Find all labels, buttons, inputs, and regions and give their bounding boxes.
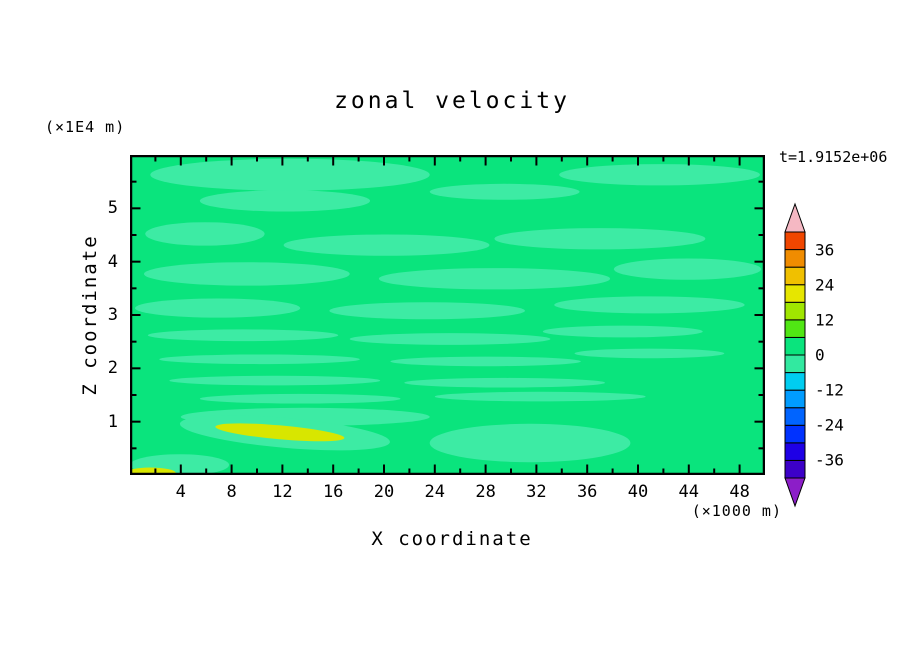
colorbar-tick-label: -12: [815, 380, 844, 400]
colorbar-segment: [784, 231, 806, 251]
contour-band-light: [150, 158, 430, 191]
contour-band-light: [147, 329, 339, 342]
x-tick-label: 44: [678, 482, 700, 502]
x-tick-label: 32: [526, 482, 547, 502]
x-tick-label: 40: [627, 482, 649, 502]
colorbar-segment: [784, 301, 806, 321]
colorbar-segment: [784, 424, 806, 444]
x-tick-label: 48: [729, 482, 750, 502]
contour-band-light: [329, 302, 525, 320]
contour-plot-area: [130, 155, 765, 475]
colorbar-segment: [784, 389, 806, 409]
x-tick-label: 36: [576, 482, 598, 502]
page-title: zonal velocity: [334, 88, 570, 114]
contour-band-light: [404, 377, 605, 388]
contour-band-yellow: [215, 423, 345, 442]
contour-band-light: [378, 268, 611, 290]
colorbar-tick-label: -24: [815, 415, 844, 435]
contour-band-light: [574, 348, 725, 359]
contour-band-light: [542, 325, 703, 338]
plot-border: [130, 155, 765, 475]
colorbar-segment: [784, 336, 806, 356]
contour-band-light: [390, 356, 581, 367]
y-tick-label: 1: [107, 411, 118, 432]
colorbar-segment: [784, 319, 806, 338]
y-axis-units-label: (×1E4 m): [45, 118, 126, 136]
colorbar-segment: [784, 372, 806, 391]
contour-band-light: [494, 228, 706, 250]
x-tick-label: 12: [272, 482, 293, 502]
colorbar-tick-label: -36: [815, 450, 844, 470]
contour-band-light: [429, 183, 580, 200]
contour-band-light: [135, 298, 301, 318]
x-tick-label: 4: [175, 482, 186, 502]
colorbar-tick-label: 36: [815, 240, 835, 260]
contour-band-light: [143, 262, 350, 286]
colorbar-segment: [784, 407, 806, 426]
colorbar-segment: [784, 284, 806, 303]
contour-band-light: [434, 391, 646, 402]
time-annotation: t=1.9152e+06: [779, 148, 888, 166]
contour-band-light: [349, 333, 551, 345]
colorbar-tick-label: 12: [815, 310, 835, 330]
x-tick-label: 8: [226, 482, 237, 502]
x-axis-units-label: (×1000 m): [691, 502, 782, 520]
y-tick-label: 3: [107, 305, 118, 325]
colorbar-above-range-arrow: [784, 202, 806, 233]
contour-band-light: [145, 222, 265, 246]
colorbar: [784, 202, 806, 508]
contour-band-light: [429, 423, 631, 463]
colorbar-segment: [784, 459, 806, 479]
colorbar-segment: [784, 249, 806, 268]
colorbar-below-range-arrow: [784, 477, 806, 508]
colorbar-segment: [784, 266, 806, 286]
contour-band-light: [169, 375, 381, 386]
contour-band-light: [283, 234, 490, 256]
y-tick-label: 4: [107, 251, 118, 272]
colorbar-tick-label: 24: [815, 275, 835, 295]
contour-band-light: [559, 164, 760, 186]
x-tick-label: 16: [322, 482, 344, 502]
colorbar-tick-label: 0: [815, 345, 825, 365]
colorbar-segment: [784, 354, 806, 374]
colorbar-segment: [784, 442, 806, 461]
contour-band-light: [613, 258, 762, 280]
y-tick-label: 2: [107, 358, 118, 379]
x-axis-label: X coordinate: [371, 528, 533, 550]
contour-band-light: [199, 393, 401, 404]
x-tick-label: 20: [373, 482, 395, 502]
x-tick-label: 28: [475, 482, 496, 502]
x-tick-label: 24: [424, 482, 446, 502]
contour-band-light: [199, 190, 371, 212]
y-axis-label: Z coordinate: [79, 234, 101, 396]
contour-band-light: [554, 296, 745, 314]
y-tick-label: 5: [107, 198, 118, 219]
contour-band-light: [159, 354, 360, 365]
